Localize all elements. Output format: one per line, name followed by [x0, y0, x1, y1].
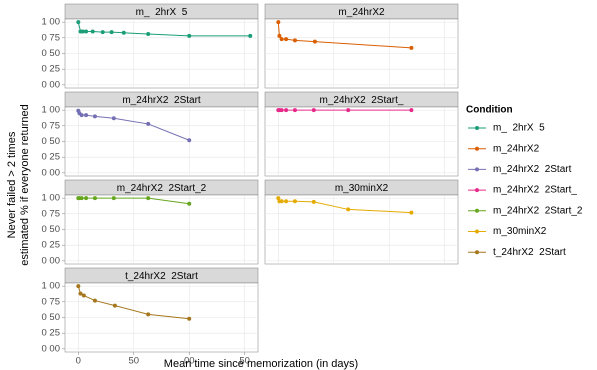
point — [284, 37, 289, 42]
point — [92, 298, 97, 303]
y-tick-label: 0 25 — [42, 240, 61, 251]
x-tick-label: 50 — [128, 356, 139, 367]
strip-label: m_24hrX2 2Start — [122, 95, 201, 106]
point — [84, 196, 89, 201]
point — [100, 30, 105, 35]
x-tick-label: 00 — [184, 356, 195, 367]
point — [84, 113, 89, 118]
y-tick-label: 0 00 — [42, 255, 61, 266]
legend-dot — [475, 188, 479, 193]
point — [346, 108, 351, 113]
strip-label: m_30minX2 — [335, 183, 389, 194]
legend-label: m_24hrX2 2Start — [493, 164, 572, 175]
point — [90, 29, 95, 34]
point — [276, 20, 281, 25]
y-tick-label: 0 00 — [42, 79, 61, 90]
y-tick-label: 0 00 — [42, 343, 61, 354]
y-tick-label: 0 75 — [42, 32, 61, 43]
x-tick-label: 0 — [76, 356, 81, 367]
point — [146, 312, 151, 317]
x-tick-label: 50 — [239, 356, 250, 367]
legend-label: m_24hrX2 2Start_ — [493, 185, 577, 196]
y-tick-label: 0 25 — [42, 64, 61, 75]
strip-label: m_24hrX2 2Start_ — [320, 95, 404, 106]
y-tick-label: 0 50 — [42, 136, 61, 147]
legend-label: m_ 2hrX 5 — [493, 123, 545, 134]
strip-label: m_ 2hrX 5 — [136, 7, 188, 18]
point — [279, 37, 284, 42]
point — [76, 284, 81, 289]
point — [312, 39, 317, 44]
y-tick-label: 1 00 — [42, 193, 61, 204]
y-tick-label: 1 00 — [42, 281, 61, 292]
point — [292, 108, 297, 113]
point — [187, 316, 192, 321]
legend-label: m_24hrX2 — [493, 143, 540, 154]
y-tick-label: 1 00 — [42, 105, 61, 116]
y-tick-label: 0 50 — [42, 224, 61, 235]
strip-label: m_24hrX2 2Start_2 — [117, 183, 207, 194]
y-tick-label: 0 50 — [42, 312, 61, 323]
point — [409, 45, 414, 50]
point — [292, 199, 297, 204]
point — [311, 199, 316, 204]
y-tick-label: 0 25 — [42, 152, 61, 163]
point — [109, 30, 114, 35]
point — [279, 199, 284, 204]
point — [292, 38, 297, 43]
legend-label: t_24hrX2 2Start — [493, 247, 566, 258]
point — [346, 207, 351, 212]
legend-dot — [475, 229, 479, 234]
point — [84, 29, 89, 34]
point — [92, 114, 97, 119]
y-axis-label: estimated % if everyone returned — [19, 104, 31, 265]
point — [79, 196, 84, 201]
point — [111, 196, 116, 201]
point — [277, 33, 282, 38]
y-tick-label: 0 75 — [42, 296, 61, 307]
point — [279, 108, 284, 113]
y-tick-label: 0 75 — [42, 208, 61, 219]
point — [284, 199, 289, 204]
y-tick-label: 0 50 — [42, 48, 61, 59]
point — [111, 116, 116, 121]
legend-dot — [475, 146, 479, 151]
legend-dot — [475, 126, 479, 130]
y-tick-label: 0 00 — [42, 167, 61, 178]
point — [81, 293, 86, 298]
point — [146, 121, 151, 126]
point — [146, 196, 151, 201]
point — [187, 33, 192, 38]
y-tick-label: 1 00 — [42, 17, 61, 28]
legend-dot — [475, 167, 479, 172]
strip-label: t_24hrX2 2Start — [125, 271, 198, 282]
point — [409, 210, 414, 215]
point — [79, 113, 84, 118]
y-tick-label: 0 25 — [42, 328, 61, 339]
legend-dot — [475, 250, 479, 255]
point — [311, 108, 316, 113]
legend-label: m_24hrX2 2Start_2 — [493, 205, 583, 216]
x-axis-label: Mean time since memorization (in days) — [164, 358, 358, 370]
point — [187, 201, 192, 206]
point — [76, 20, 81, 25]
legend-label: m_30minX2 — [493, 226, 547, 237]
y-axis-label: Never failed > 2 times — [6, 131, 18, 238]
point — [92, 196, 97, 201]
point — [276, 196, 281, 201]
point — [248, 33, 253, 38]
point — [284, 108, 289, 113]
legend-dot — [475, 208, 479, 213]
strip-label: m_24hrX2 — [338, 7, 385, 18]
y-tick-label: 0 75 — [42, 120, 61, 131]
legend-title: Condition — [466, 105, 513, 116]
point — [146, 32, 151, 37]
point — [409, 108, 414, 113]
point — [112, 303, 117, 308]
point — [78, 291, 83, 296]
point — [121, 30, 126, 35]
point — [187, 138, 192, 143]
point — [80, 29, 85, 34]
